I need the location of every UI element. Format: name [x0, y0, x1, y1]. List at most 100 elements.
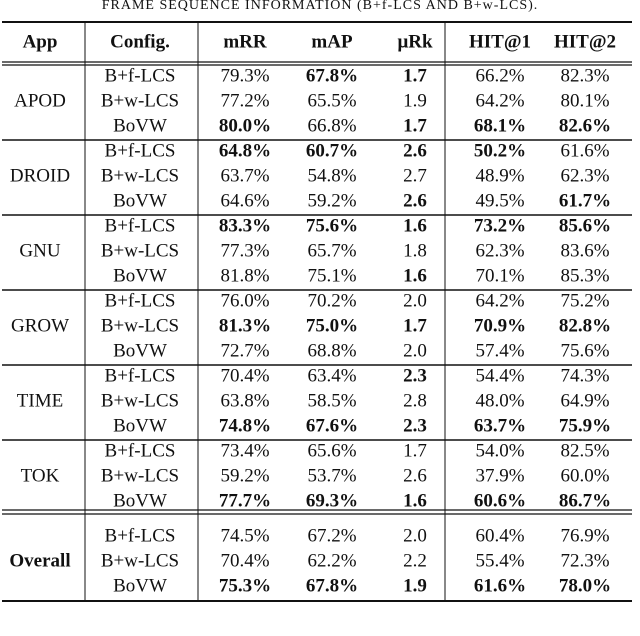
cell: 61.6%	[560, 140, 609, 161]
app-name: Overall	[9, 550, 70, 571]
cell: 1.7	[403, 440, 427, 461]
cell: 48.0%	[475, 390, 524, 411]
cell: 68.1%	[474, 115, 526, 136]
cell: 85.6%	[559, 215, 611, 236]
cell: 1.7	[403, 315, 427, 336]
cell: 1.9	[403, 575, 427, 596]
cell: 60.4%	[475, 525, 524, 546]
cell: 1.7	[403, 115, 427, 136]
cell: 48.9%	[475, 165, 524, 186]
cell: 85.3%	[560, 265, 609, 286]
config: B+f-LCS	[105, 365, 176, 386]
cell: 63.7%	[220, 165, 269, 186]
cell: 67.8%	[306, 575, 358, 596]
cell: 78.0%	[559, 575, 611, 596]
cell: 65.7%	[307, 240, 356, 261]
cell: 58.5%	[307, 390, 356, 411]
cell: 77.7%	[219, 490, 271, 511]
cell: 83.3%	[219, 215, 271, 236]
cell: 74.5%	[220, 525, 269, 546]
caption: FRAME SEQUENCE INFORMATION (B+f-LCS AND …	[102, 0, 539, 13]
cell: 2.3	[403, 415, 427, 436]
cell: 64.8%	[219, 140, 271, 161]
cell: 62.3%	[475, 240, 524, 261]
cell: 74.3%	[560, 365, 609, 386]
cell: 67.6%	[306, 415, 358, 436]
app-name: GNU	[19, 240, 60, 261]
app-name: APOD	[14, 90, 66, 111]
cell: 69.3%	[306, 490, 358, 511]
cell: 82.8%	[559, 315, 611, 336]
cell: 2.0	[403, 340, 427, 361]
cell: 1.6	[403, 215, 427, 236]
cell: 79.3%	[220, 65, 269, 86]
cell: 75.9%	[559, 415, 611, 436]
cell: 50.2%	[474, 140, 526, 161]
cell: 76.9%	[560, 525, 609, 546]
header-cell: mRR	[223, 31, 267, 52]
cell: 67.8%	[306, 65, 358, 86]
cell: 70.1%	[475, 265, 524, 286]
cell: 81.8%	[220, 265, 269, 286]
cell: 63.7%	[474, 415, 526, 436]
cell: 54.8%	[307, 165, 356, 186]
config: B+w-LCS	[101, 240, 179, 261]
config: B+w-LCS	[101, 465, 179, 486]
config: B+f-LCS	[105, 140, 176, 161]
cell: 70.4%	[220, 550, 269, 571]
cell: 75.3%	[219, 575, 271, 596]
cell: 72.3%	[560, 550, 609, 571]
cell: 62.2%	[307, 550, 356, 571]
cell: 1.8	[403, 240, 427, 261]
cell: 2.8	[403, 390, 427, 411]
cell: 66.2%	[475, 65, 524, 86]
cell: 70.4%	[220, 365, 269, 386]
cell: 2.7	[403, 165, 427, 186]
cell: 37.9%	[475, 465, 524, 486]
cell: 63.8%	[220, 390, 269, 411]
config: BoVW	[113, 190, 167, 211]
cell: 60.7%	[306, 140, 358, 161]
cell: 60.0%	[560, 465, 609, 486]
app-name: DROID	[10, 165, 70, 186]
cell: 82.3%	[560, 65, 609, 86]
cell: 82.6%	[559, 115, 611, 136]
header-cell: HIT@1	[469, 31, 531, 52]
cell: 67.2%	[307, 525, 356, 546]
cell: 64.2%	[475, 90, 524, 111]
config: BoVW	[113, 340, 167, 361]
config: B+w-LCS	[101, 550, 179, 571]
cell: 59.2%	[220, 465, 269, 486]
config: B+f-LCS	[105, 440, 176, 461]
config: B+w-LCS	[101, 390, 179, 411]
cell: 65.6%	[307, 440, 356, 461]
cell: 77.2%	[220, 90, 269, 111]
config: BoVW	[113, 575, 167, 596]
cell: 70.9%	[474, 315, 526, 336]
cell: 80.0%	[219, 115, 271, 136]
cell: 53.7%	[307, 465, 356, 486]
cell: 61.7%	[559, 190, 611, 211]
cell: 2.6	[403, 140, 427, 161]
cell: 75.2%	[560, 290, 609, 311]
cell: 73.4%	[220, 440, 269, 461]
cell: 54.4%	[475, 365, 524, 386]
cell: 82.5%	[560, 440, 609, 461]
cell: 74.8%	[219, 415, 271, 436]
cell: 72.7%	[220, 340, 269, 361]
config: B+w-LCS	[101, 315, 179, 336]
cell: 62.3%	[560, 165, 609, 186]
cell: 55.4%	[475, 550, 524, 571]
cell: 75.1%	[307, 265, 356, 286]
cell: 2.0	[403, 290, 427, 311]
cell: 77.3%	[220, 240, 269, 261]
cell: 2.6	[403, 190, 427, 211]
cell: 60.6%	[474, 490, 526, 511]
config: B+f-LCS	[105, 290, 176, 311]
cell: 64.2%	[475, 290, 524, 311]
config: B+f-LCS	[105, 525, 176, 546]
cell: 66.8%	[307, 115, 356, 136]
header-cell: App	[23, 31, 58, 52]
cell: 2.3	[403, 365, 427, 386]
